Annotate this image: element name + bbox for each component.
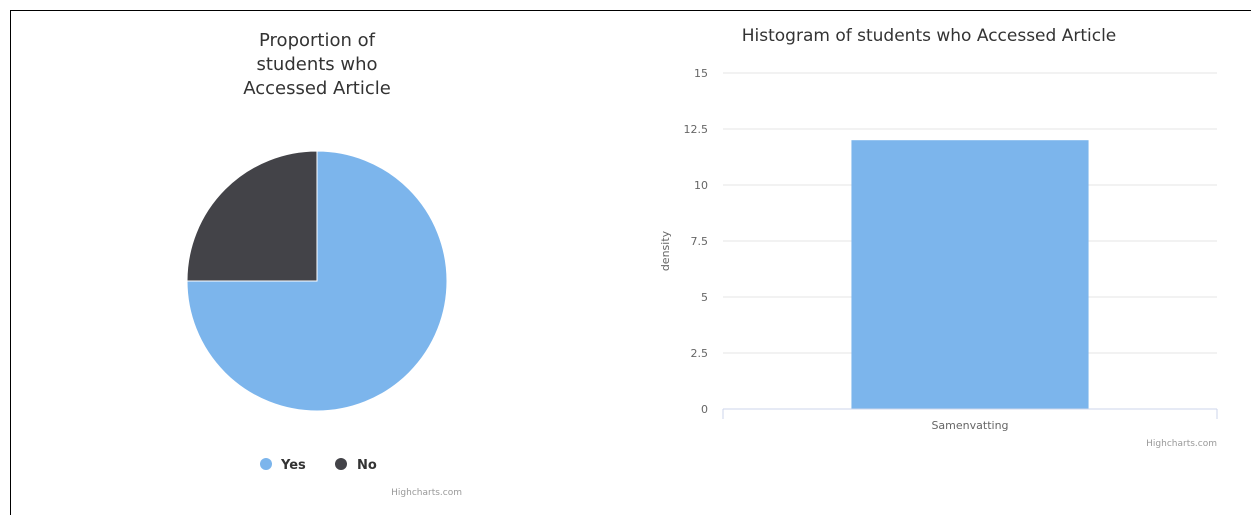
bar-samenvatting[interactable]	[851, 140, 1089, 409]
pie-title-line-2: students who	[256, 54, 377, 75]
y-tick-label: 2.5	[691, 347, 709, 360]
bars	[851, 140, 1089, 409]
pie-slices	[186, 150, 448, 412]
legend: Yes No	[260, 458, 377, 473]
legend-label-yes: Yes	[280, 458, 306, 473]
pie-chart: Proportion of students who Accessed Arti…	[186, 30, 462, 498]
legend-item-yes[interactable]: Yes	[260, 458, 306, 473]
y-tick-label: 7.5	[691, 235, 709, 248]
y-tick-label: 5	[701, 291, 708, 304]
x-tick-labels: Samenvatting	[931, 419, 1008, 432]
pie-title-line-1: Proportion of	[259, 30, 376, 51]
legend-symbol-no	[335, 458, 347, 470]
y-tick-labels: 0 2.5 5 7.5 10 12.5 15	[684, 67, 709, 416]
legend-symbol-yes	[260, 458, 272, 470]
y-axis-title: density	[659, 230, 672, 271]
pie-slice-no[interactable]	[186, 150, 318, 282]
x-tick-label: Samenvatting	[931, 419, 1008, 432]
pie-credit-link[interactable]: Highcharts.com	[391, 488, 462, 498]
histogram-chart: Histogram of students who Accessed Artic…	[659, 26, 1218, 449]
pie-title-line-3: Accessed Article	[243, 78, 391, 99]
pie-slice-yes[interactable]	[186, 150, 448, 412]
legend-label-no: No	[357, 458, 377, 473]
y-tick-label: 12.5	[684, 123, 709, 136]
legend-item-no[interactable]: No	[335, 458, 377, 473]
histogram-panel: Histogram of students who Accessed Artic…	[633, 10, 1251, 515]
y-tick-label: 0	[701, 403, 708, 416]
y-tick-label: 10	[694, 179, 708, 192]
histogram-credit-link[interactable]: Highcharts.com	[1146, 439, 1217, 449]
y-tick-label: 15	[694, 67, 708, 80]
pie-chart-panel: Proportion of students who Accessed Arti…	[10, 10, 634, 515]
histogram-title: Histogram of students who Accessed Artic…	[742, 26, 1117, 46]
